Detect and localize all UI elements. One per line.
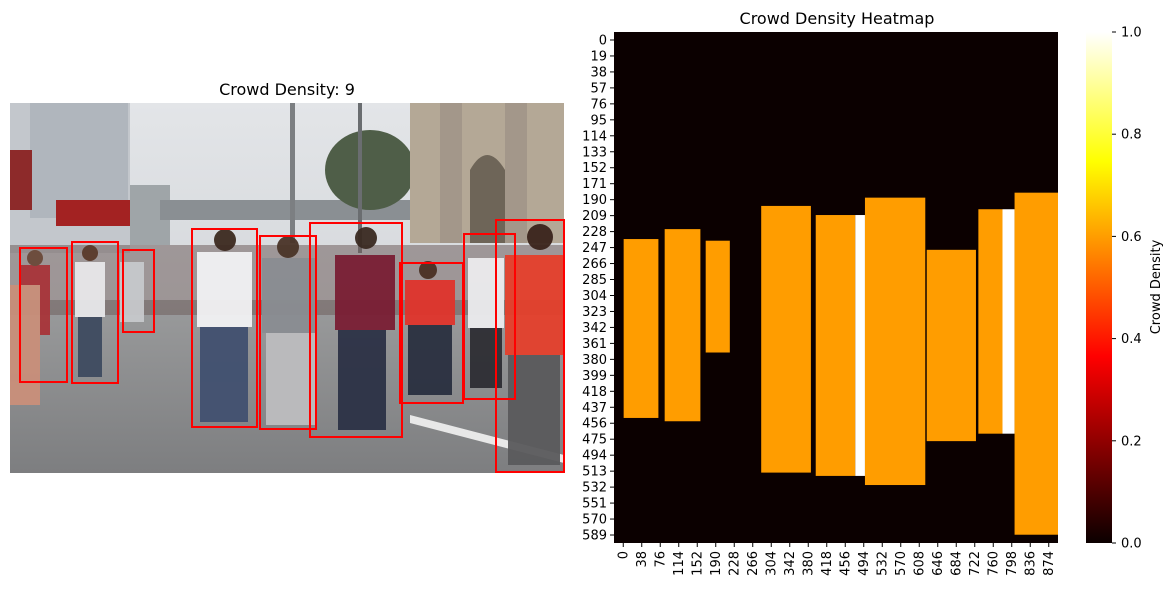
x-tick-label: 760 bbox=[986, 551, 1001, 576]
colorbar-tick-label: 1.0 bbox=[1121, 26, 1142, 41]
crowd-street-photo bbox=[10, 103, 564, 473]
heatmap-x-axis: 0 38 76 114 152 190 228 266 304 342 380 418 456 494 53… bbox=[616, 543, 1057, 576]
x-tick-label: 38 bbox=[635, 551, 650, 568]
photo-title: Crowd Density: 9 bbox=[219, 80, 355, 99]
x-tick-label: 342 bbox=[783, 551, 798, 576]
x-tick-label: 190 bbox=[709, 551, 724, 576]
heatmap-plot-area bbox=[614, 32, 1058, 543]
x-tick-label: 532 bbox=[875, 551, 890, 576]
x-tick-label: 380 bbox=[801, 551, 816, 576]
y-tick-label: 0 bbox=[599, 33, 607, 48]
y-tick-label: 361 bbox=[582, 337, 607, 352]
y-tick-label: 437 bbox=[582, 401, 607, 416]
x-tick-label: 494 bbox=[857, 551, 872, 576]
y-tick-label: 57 bbox=[590, 81, 607, 96]
y-tick-label: 418 bbox=[582, 385, 607, 400]
heatmap-cell-region-9 bbox=[978, 209, 1003, 434]
y-tick-label: 342 bbox=[582, 321, 607, 336]
colorbar-tick-label: 0.2 bbox=[1121, 434, 1142, 449]
y-tick-label: 532 bbox=[582, 481, 607, 496]
detection-box-1 bbox=[19, 247, 68, 383]
colorbar-axis: 0.0 0.2 0.4 0.6 0.8 1.0 bbox=[1112, 26, 1142, 552]
colorbar-tick-label: 0.8 bbox=[1121, 128, 1142, 143]
heatmap-cell-region-1 bbox=[623, 239, 659, 418]
detection-box-3 bbox=[122, 249, 155, 333]
y-tick-label: 399 bbox=[582, 369, 607, 384]
x-tick-label: 456 bbox=[838, 551, 853, 576]
y-tick-label: 38 bbox=[590, 65, 607, 80]
y-tick-label: 456 bbox=[582, 417, 607, 432]
detection-boxes bbox=[19, 219, 565, 473]
x-tick-label: 152 bbox=[690, 551, 705, 576]
y-tick-label: 228 bbox=[582, 225, 607, 240]
detection-box-8 bbox=[463, 233, 516, 400]
y-tick-label: 266 bbox=[582, 257, 607, 272]
x-tick-label: 608 bbox=[912, 551, 927, 576]
detection-box-5 bbox=[259, 235, 317, 430]
y-tick-label: 114 bbox=[582, 129, 607, 144]
x-tick-label: 646 bbox=[931, 551, 946, 576]
x-tick-label: 836 bbox=[1023, 551, 1038, 576]
y-tick-label: 304 bbox=[582, 289, 607, 304]
y-tick-label: 494 bbox=[582, 449, 607, 464]
y-tick-label: 475 bbox=[582, 433, 607, 448]
y-tick-label: 589 bbox=[582, 529, 607, 544]
detection-box-4 bbox=[191, 228, 258, 428]
x-tick-label: 874 bbox=[1042, 551, 1057, 576]
y-tick-label: 570 bbox=[582, 513, 607, 528]
heatmap-title: Crowd Density Heatmap bbox=[740, 9, 935, 28]
y-tick-label: 133 bbox=[582, 145, 607, 160]
detection-box-2 bbox=[71, 241, 119, 384]
y-tick-label: 513 bbox=[582, 465, 607, 480]
heatmap-cell-region-7 bbox=[864, 197, 926, 486]
y-tick-label: 190 bbox=[582, 193, 607, 208]
heatmap-cell-region-4 bbox=[761, 205, 811, 473]
colorbar-tick-label: 0.4 bbox=[1121, 332, 1142, 347]
x-tick-label: 228 bbox=[727, 551, 742, 576]
y-tick-label: 551 bbox=[582, 497, 607, 512]
colorbar bbox=[1086, 32, 1112, 543]
y-tick-label: 380 bbox=[582, 353, 607, 368]
y-tick-label: 76 bbox=[590, 97, 607, 112]
colorbar-label: Crowd Density bbox=[1149, 239, 1164, 334]
heatmap-y-axis: 0193857769511413315217119020922824726628… bbox=[582, 33, 614, 544]
y-tick-label: 285 bbox=[582, 273, 607, 288]
x-tick-label: 798 bbox=[1005, 551, 1020, 576]
y-tick-label: 152 bbox=[582, 161, 607, 176]
heatmap-cell-region-10 bbox=[1002, 209, 1015, 434]
x-tick-label: 304 bbox=[764, 551, 779, 576]
y-tick-label: 171 bbox=[582, 177, 607, 192]
x-tick-label: 418 bbox=[820, 551, 835, 576]
x-tick-label: 76 bbox=[653, 551, 668, 568]
x-tick-label: 0 bbox=[616, 551, 631, 559]
colorbar-tick-label: 0.0 bbox=[1121, 537, 1142, 552]
y-tick-label: 95 bbox=[590, 113, 607, 128]
x-tick-label: 266 bbox=[746, 551, 761, 576]
x-tick-label: 684 bbox=[949, 551, 964, 576]
y-tick-label: 209 bbox=[582, 209, 607, 224]
detection-box-9 bbox=[495, 219, 565, 473]
y-tick-label: 247 bbox=[582, 241, 607, 256]
heatmap-cell-region-2 bbox=[664, 229, 701, 422]
y-tick-label: 323 bbox=[582, 305, 607, 320]
heatmap-cell-region-3 bbox=[705, 240, 730, 353]
y-tick-label: 19 bbox=[590, 49, 607, 64]
detection-box-6 bbox=[309, 222, 403, 438]
heatmap-cell-region-11 bbox=[1014, 192, 1058, 535]
heatmap-cell-region-8 bbox=[926, 249, 976, 442]
x-tick-label: 722 bbox=[968, 551, 983, 576]
heatmap-cell-region-6 bbox=[855, 215, 865, 476]
heatmap-cell-region-5 bbox=[815, 215, 856, 476]
colorbar-tick-label: 0.6 bbox=[1121, 230, 1142, 245]
x-tick-label: 570 bbox=[894, 551, 909, 576]
x-tick-label: 114 bbox=[672, 551, 687, 576]
